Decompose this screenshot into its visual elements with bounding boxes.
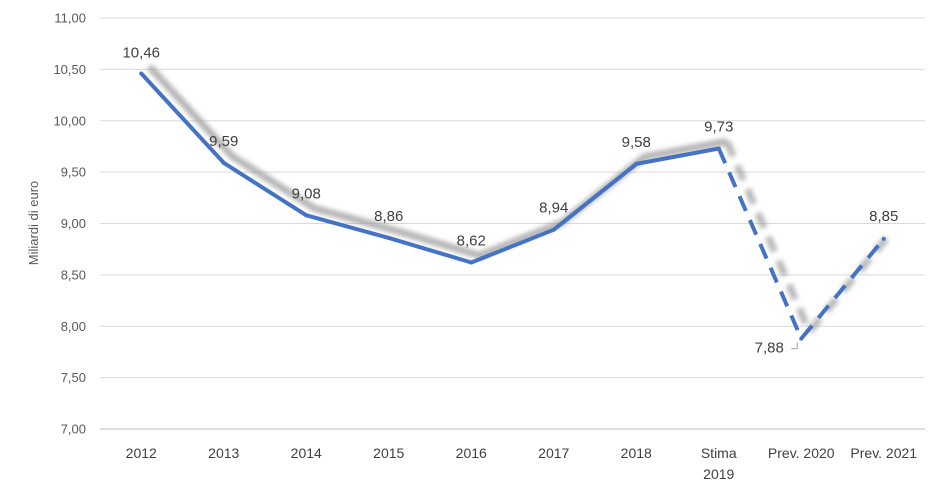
data-labels: 10,46 9,59 9,08 8,86 8,62 8,94 9,58 9,73 7,88 8,8… [122, 44, 898, 356]
y-tick-label: 9,50 [61, 165, 86, 180]
x-tick-label-line2: 2019 [703, 466, 734, 482]
x-tick-label: 2016 [456, 445, 487, 461]
y-axis-ticks: 7,00 7,50 8,00 8,50 9,00 9,50 10,00 10,50 11,00 [53, 11, 86, 437]
y-tick-label: 10,00 [53, 113, 86, 128]
series-line [139, 71, 886, 341]
x-tick-label: 2013 [208, 445, 239, 461]
gridlines [100, 17, 925, 430]
data-label: 8,62 [457, 233, 486, 250]
data-point [221, 160, 226, 165]
series-shadow-dashed [723, 140, 895, 336]
x-tick-label: 2012 [126, 445, 157, 461]
data-point [716, 146, 721, 151]
data-label: 8,85 [869, 208, 898, 225]
x-tick-label: 2017 [538, 445, 569, 461]
y-tick-label: 7,50 [61, 370, 86, 385]
data-point [634, 161, 639, 166]
data-point [881, 236, 886, 241]
data-label: 9,73 [704, 118, 733, 135]
data-label: 8,86 [374, 208, 403, 225]
x-axis-categories: 2012 2013 2014 2015 2016 2017 2018 Stima 2019 Pre… [126, 445, 918, 482]
x-tick-label: Prev. 2020 [768, 445, 835, 461]
x-tick-label: Prev. 2021 [850, 445, 917, 461]
data-label: 8,94 [539, 200, 568, 217]
data-point [386, 235, 391, 240]
data-point [469, 260, 474, 265]
y-tick-label: 8,00 [61, 319, 86, 334]
y-tick-label: 8,50 [61, 267, 86, 282]
series-line-actual [139, 72, 720, 265]
y-axis-title: Miliardi di euro [26, 181, 41, 266]
label-leader-line [791, 342, 798, 350]
series-line-forecast [716, 147, 886, 341]
x-tick-label: 2014 [291, 445, 322, 461]
data-label: 9,58 [622, 134, 651, 151]
y-tick-label: 11,00 [54, 11, 86, 26]
y-tick-label: 7,00 [61, 422, 86, 437]
y-tick-label: 9,00 [61, 216, 86, 231]
x-tick-label: Stima [701, 445, 737, 461]
series-shadow-solid [146, 64, 728, 259]
y-tick-label: 10,50 [53, 62, 86, 77]
data-label: 9,59 [209, 133, 238, 150]
data-label: 9,08 [292, 185, 321, 202]
data-point [799, 336, 804, 341]
data-point [304, 213, 309, 218]
data-label: 7,88 [755, 340, 784, 357]
data-label: 10,46 [122, 44, 160, 61]
x-tick-label: 2015 [373, 445, 404, 461]
data-point [139, 71, 144, 76]
x-tick-label: 2018 [621, 445, 652, 461]
data-point [551, 227, 556, 232]
